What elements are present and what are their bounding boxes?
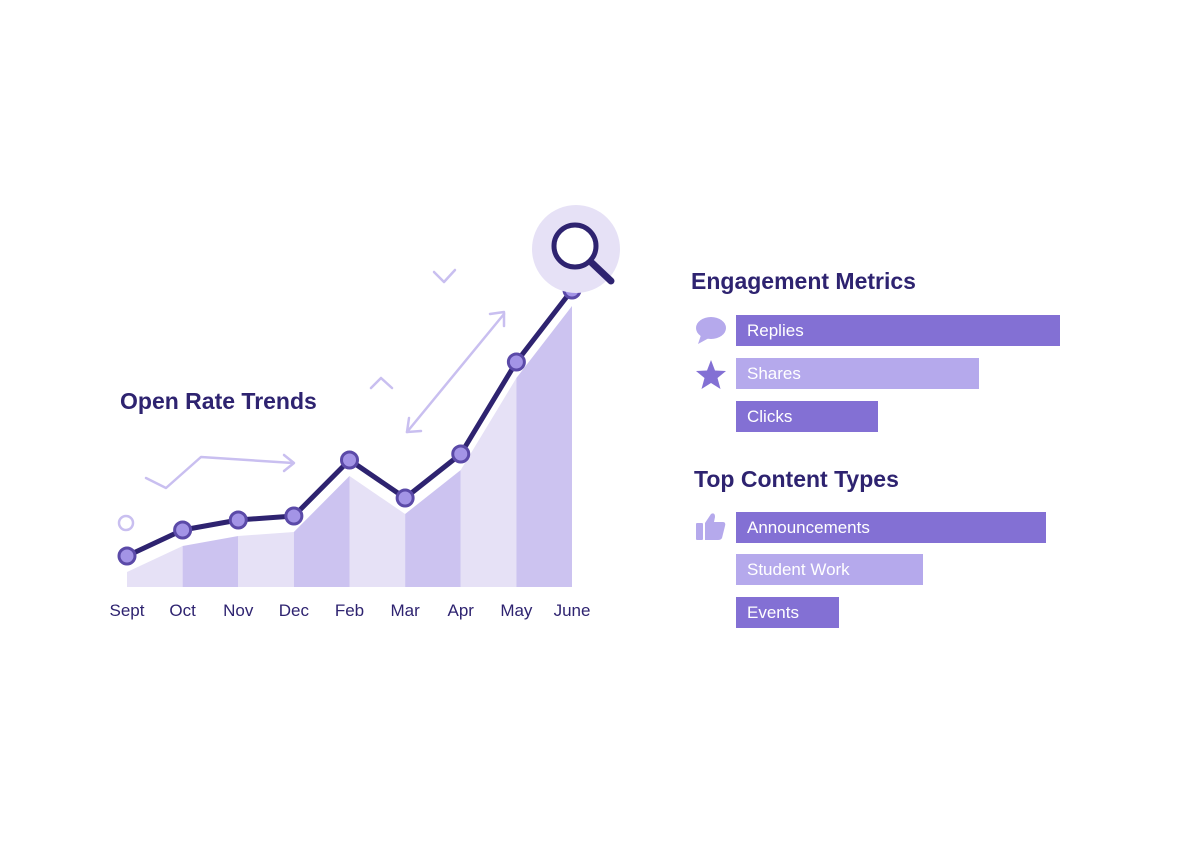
x-axis-labels: Sept Oct Nov Dec Feb Mar Apr May June	[110, 601, 591, 620]
data-point	[117, 546, 137, 566]
data-point	[395, 488, 415, 508]
data-point	[451, 444, 471, 464]
area-segment	[127, 546, 183, 587]
area-segment	[182, 536, 239, 587]
data-point	[228, 510, 248, 530]
zigzag-arrow-doodle	[144, 455, 295, 490]
data-point	[173, 520, 193, 540]
bar-replies: Replies	[736, 315, 1060, 346]
top-content-types-title: Top Content Types	[694, 466, 899, 492]
x-tick-label: Sept	[110, 601, 145, 620]
bar-student-work: Student Work	[736, 554, 923, 585]
arrow-head-doodle	[282, 453, 296, 473]
chevron-up-doodle	[369, 376, 394, 390]
engagement-metrics-title: Engagement Metrics	[691, 268, 916, 294]
x-tick-label: Nov	[223, 601, 254, 620]
area-segment	[516, 306, 572, 587]
area-segment	[238, 532, 294, 587]
x-tick-label: June	[554, 601, 591, 620]
bar-clicks: Clicks	[736, 401, 878, 432]
star-icon	[696, 360, 726, 389]
x-tick-label: Dec	[279, 601, 310, 620]
magnifier-icon	[532, 205, 620, 293]
x-tick-label: May	[500, 601, 533, 620]
chevron-down-doodle	[432, 268, 457, 284]
area-segment	[293, 476, 350, 587]
x-tick-label: Apr	[448, 601, 475, 620]
data-points	[117, 280, 582, 566]
data-point	[340, 450, 359, 470]
decorative-doodles	[117, 268, 506, 532]
diagonal-arrow-doodle	[405, 312, 506, 434]
x-tick-label: Oct	[169, 601, 196, 620]
x-tick-label: Feb	[335, 601, 364, 620]
area-fill	[127, 306, 572, 587]
bar-announcements: Announcements	[736, 512, 1046, 543]
bar-events: Events	[736, 597, 839, 628]
thumbs-up-icon	[696, 513, 726, 540]
data-point	[284, 506, 304, 526]
x-tick-label: Mar	[390, 601, 420, 620]
ring-doodle	[117, 514, 135, 532]
area-segment	[460, 378, 517, 587]
chart-title: Open Rate Trends	[120, 388, 317, 414]
bar-shares: Shares	[736, 358, 979, 389]
speech-bubble-icon	[696, 317, 726, 344]
area-segment	[405, 470, 461, 587]
data-point	[506, 352, 526, 372]
area-segment	[349, 476, 406, 587]
